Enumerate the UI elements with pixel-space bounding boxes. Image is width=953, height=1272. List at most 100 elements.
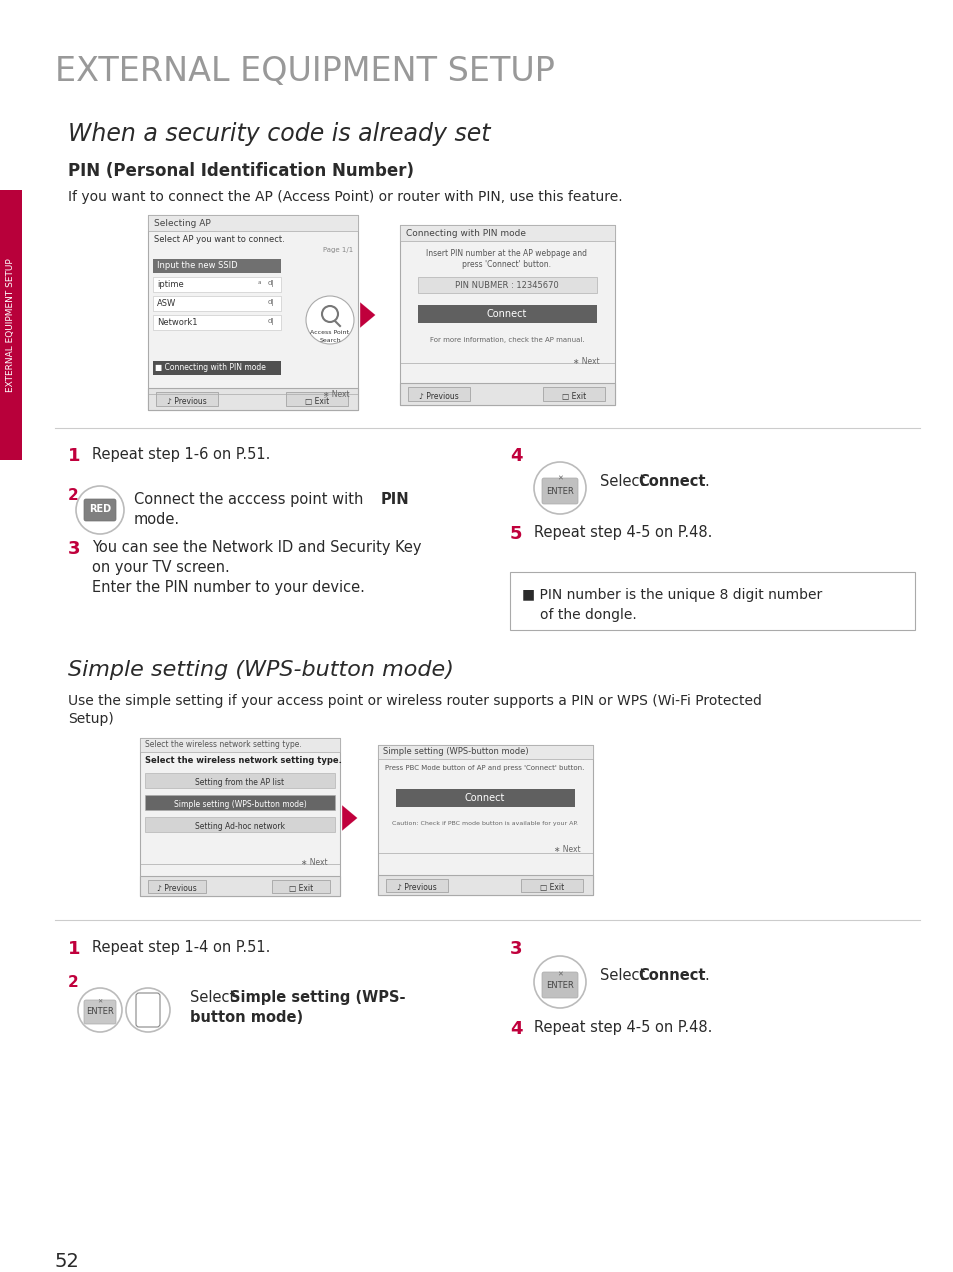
Bar [0,190,22,460]
Text: Connect: Connect [638,474,705,488]
Text: 1: 1 [68,446,80,466]
Bar [417,277,597,293]
Bar [140,738,339,895]
Bar [272,880,330,893]
Bar [417,305,597,323]
Text: ■ PIN number is the unique 8 digit number: ■ PIN number is the unique 8 digit numbe… [521,588,821,602]
Text: ♪ Previous: ♪ Previous [396,883,436,892]
Text: ∗ Next: ∗ Next [554,845,580,854]
Bar [156,392,218,406]
Text: Enter the PIN number to your device.: Enter the PIN number to your device. [91,580,364,595]
Text: d|: d| [268,299,274,307]
Text: For more information, check the AP manual.: For more information, check the AP manua… [429,337,583,343]
Text: □ Exit: □ Exit [289,884,313,893]
Bar [152,296,281,310]
Text: Simple setting (WPS-button mode): Simple setting (WPS-button mode) [68,660,454,681]
Text: ♪ Previous: ♪ Previous [418,392,458,401]
Text: Insert PIN number at the AP webpage and: Insert PIN number at the AP webpage and [426,249,587,258]
Bar [140,738,339,752]
Text: .: . [703,968,708,983]
Text: mode.: mode. [133,513,180,527]
Text: □ Exit: □ Exit [305,397,329,406]
Text: Input the new SSID: Input the new SSID [157,261,237,270]
Text: Select: Select [190,990,239,1005]
Text: press 'Connect' button.: press 'Connect' button. [462,259,551,268]
Bar [148,388,357,410]
Text: 3: 3 [68,541,80,558]
Bar [145,817,335,832]
Bar [399,383,615,404]
Text: Simple setting (WPS-button mode): Simple setting (WPS-button mode) [173,800,306,809]
Text: Repeat step 4-5 on P.48.: Repeat step 4-5 on P.48. [534,525,712,541]
Text: Repeat step 1-4 on P.51.: Repeat step 1-4 on P.51. [91,940,270,955]
Bar [152,315,281,329]
Text: □ Exit: □ Exit [539,883,563,892]
Text: button mode): button mode) [190,1010,303,1025]
Text: Setting Ad-hoc network: Setting Ad-hoc network [194,822,285,831]
Bar [377,745,593,759]
Text: 3: 3 [510,940,522,958]
Text: ENTER: ENTER [545,981,574,990]
Text: 2: 2 [68,488,79,502]
Text: PIN: PIN [380,492,409,508]
Text: ENTER: ENTER [545,486,574,496]
Text: Connect: Connect [464,792,505,803]
Text: Press PBC Mode button of AP and press 'Connect' button.: Press PBC Mode button of AP and press 'C… [385,764,584,771]
Text: Page 1/1: Page 1/1 [323,247,353,253]
Bar [395,789,575,806]
Text: 1: 1 [68,940,80,958]
Bar [377,745,593,895]
Text: Connect: Connect [638,968,705,983]
Circle shape [534,957,585,1007]
Text: Select AP you want to connect.: Select AP you want to connect. [153,235,284,244]
Text: Caution: Check if PBC mode button is available for your AP.: Caution: Check if PBC mode button is ava… [392,820,578,826]
Text: Network1: Network1 [157,318,197,327]
Text: Connecting with PIN mode: Connecting with PIN mode [406,229,525,238]
Text: ♪ Previous: ♪ Previous [157,884,196,893]
Text: Access Point: Access Point [310,329,349,335]
Text: .: . [290,1010,294,1025]
Text: ENTER: ENTER [86,1007,113,1016]
Text: on your TV screen.: on your TV screen. [91,560,230,575]
Bar [148,880,206,893]
Text: You can see the Network ID and Security Key: You can see the Network ID and Security … [91,541,421,555]
Text: of the dongle.: of the dongle. [539,608,636,622]
Text: 2: 2 [68,976,79,990]
Text: EXTERNAL EQUIPMENT SETUP: EXTERNAL EQUIPMENT SETUP [55,55,555,88]
Bar [152,259,281,273]
Text: ASW: ASW [157,299,176,308]
Text: Search: Search [319,338,340,343]
Text: a: a [257,280,261,285]
Text: PIN (Personal Identification Number): PIN (Personal Identification Number) [68,162,414,181]
Bar [377,875,593,895]
Text: Simple setting (WPS-: Simple setting (WPS- [230,990,405,1005]
Text: Selecting AP: Selecting AP [153,219,211,228]
FancyBboxPatch shape [541,478,578,504]
Text: ∗ Next: ∗ Next [323,391,349,399]
Text: d|: d| [268,280,274,287]
Text: Select: Select [599,474,649,488]
Text: RED: RED [89,504,111,514]
Text: Use the simple setting if your access point or wireless router supports a PIN or: Use the simple setting if your access po… [68,695,761,709]
FancyBboxPatch shape [84,499,116,522]
Text: 4: 4 [510,446,522,466]
Bar [520,879,582,892]
Text: Repeat step 4-5 on P.48.: Repeat step 4-5 on P.48. [534,1020,712,1035]
FancyBboxPatch shape [84,1000,116,1024]
Text: .: . [703,474,708,488]
Text: iptime: iptime [157,280,184,289]
FancyBboxPatch shape [541,972,578,999]
Text: ✕: ✕ [97,1000,103,1005]
FancyBboxPatch shape [136,993,160,1027]
Text: ∗ Next: ∗ Next [573,357,599,366]
Circle shape [126,988,170,1032]
Bar [152,277,281,293]
Text: Setting from the AP list: Setting from the AP list [195,778,284,787]
Text: EXTERNAL EQUIPMENT SETUP: EXTERNAL EQUIPMENT SETUP [7,258,15,392]
Circle shape [534,462,585,514]
Bar [152,361,281,375]
Bar [408,387,470,401]
Text: ✕: ✕ [557,474,562,481]
Text: PIN NUBMER : 12345670: PIN NUBMER : 12345670 [455,281,558,290]
Text: 4: 4 [510,1020,522,1038]
